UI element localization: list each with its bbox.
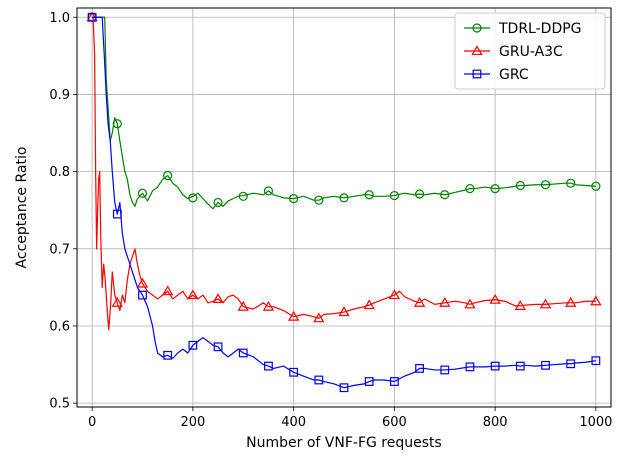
data-point-marker <box>364 377 374 386</box>
series-line <box>92 16 596 389</box>
x-tick-label: 600 <box>382 415 407 430</box>
data-point-marker <box>566 178 576 188</box>
legend-marker <box>472 23 482 33</box>
legend-box <box>454 12 606 90</box>
y-axis-label: Acceptance Ratio <box>14 147 30 269</box>
data-point-marker <box>413 297 426 307</box>
data-point-marker <box>137 188 148 198</box>
data-point-marker <box>389 190 399 201</box>
data-point-marker <box>388 289 401 300</box>
data-point-marker <box>238 348 248 358</box>
y-tick-label: 0.6 <box>49 319 70 334</box>
x-tick-label: 1000 <box>579 415 612 430</box>
x-axis-label: Number of VNF-FG requests <box>246 435 442 451</box>
data-point-marker <box>87 12 97 22</box>
data-point-marker <box>464 298 476 309</box>
data-point-marker <box>591 181 601 191</box>
data-point-marker <box>415 364 424 373</box>
data-point-marker <box>287 310 300 321</box>
series-layer <box>86 11 602 393</box>
x-tick-label: 0 <box>88 415 96 430</box>
data-point-marker <box>339 193 349 203</box>
data-point-marker <box>136 277 149 288</box>
data-point-marker <box>187 289 199 300</box>
series-grc <box>87 12 601 393</box>
y-tick-label: 0.8 <box>49 165 70 180</box>
x-tick-label: 400 <box>281 415 306 430</box>
legend-marker <box>472 69 482 79</box>
data-point-marker <box>490 183 500 194</box>
series-gru-a3c <box>86 11 602 331</box>
legend-entry: TDRL-DDPG <box>464 21 582 37</box>
data-point-marker <box>188 193 198 203</box>
data-point-marker <box>439 297 451 307</box>
x-tick-label: 800 <box>483 415 508 430</box>
data-point-marker <box>591 356 601 366</box>
data-point-marker <box>138 290 147 300</box>
data-point-marker <box>112 209 122 219</box>
data-point-marker <box>566 359 576 369</box>
data-point-marker <box>414 189 425 199</box>
data-point-marker <box>339 383 349 393</box>
data-point-marker <box>264 361 273 371</box>
data-point-marker <box>112 119 122 129</box>
legend-label: GRC <box>499 67 529 83</box>
data-point-marker <box>263 186 274 196</box>
y-tick-label: 0.5 <box>49 397 70 412</box>
data-point-marker <box>590 295 602 306</box>
data-point-marker <box>238 191 248 201</box>
data-point-marker <box>237 300 249 311</box>
plot-frame <box>76 7 612 408</box>
data-point-marker <box>262 300 275 311</box>
data-point-marker <box>163 350 173 360</box>
data-point-marker <box>389 377 399 386</box>
data-point-marker <box>514 300 526 310</box>
data-point-marker <box>539 298 552 309</box>
data-point-marker <box>440 190 450 200</box>
legend-label: TDRL-DDPG <box>498 21 582 37</box>
legend-entry: GRC <box>464 67 529 83</box>
legend-marker <box>471 45 483 56</box>
data-point-marker <box>515 180 525 191</box>
y-tick-label: 0.9 <box>49 88 70 103</box>
legend-label: GRU-A3C <box>499 44 563 60</box>
data-point-marker <box>440 365 450 375</box>
data-point-marker <box>314 195 324 205</box>
data-point-marker <box>489 293 501 304</box>
ticks: 0 200 400 600 800 1000 0.5 0.6 0.7 0.8 0.9 1.0 <box>49 11 612 430</box>
legend-entry: GRU-A3C <box>464 44 563 60</box>
data-point-marker <box>540 180 551 190</box>
data-point-marker <box>314 375 324 385</box>
series-tdrl-ddpg <box>87 12 601 210</box>
data-point-marker <box>188 340 198 350</box>
data-point-marker <box>162 285 174 296</box>
data-point-marker <box>111 297 123 307</box>
series-line <box>92 16 596 210</box>
data-point-marker <box>565 297 577 307</box>
x-tick-label: 200 <box>180 415 205 430</box>
data-point-marker <box>515 361 525 371</box>
data-point-marker <box>313 312 325 323</box>
data-point-marker <box>465 183 475 194</box>
data-point-marker <box>289 194 299 204</box>
data-point-marker <box>541 360 550 370</box>
data-point-marker <box>163 170 173 181</box>
data-point-marker <box>364 190 374 200</box>
data-point-marker <box>338 306 350 317</box>
data-point-marker <box>465 362 475 372</box>
series-line <box>92 16 596 331</box>
data-point-marker <box>289 367 299 377</box>
y-tick-label: 1.0 <box>49 11 70 26</box>
y-tick-label: 0.7 <box>49 242 70 257</box>
grid <box>77 8 611 407</box>
data-point-marker <box>213 342 223 352</box>
data-point-marker <box>363 299 375 310</box>
data-point-marker <box>490 361 500 371</box>
data-point-marker <box>213 197 223 208</box>
data-point-marker <box>212 293 224 304</box>
legend: TDRL-DDPG GRU-A3C GRC <box>454 12 606 90</box>
